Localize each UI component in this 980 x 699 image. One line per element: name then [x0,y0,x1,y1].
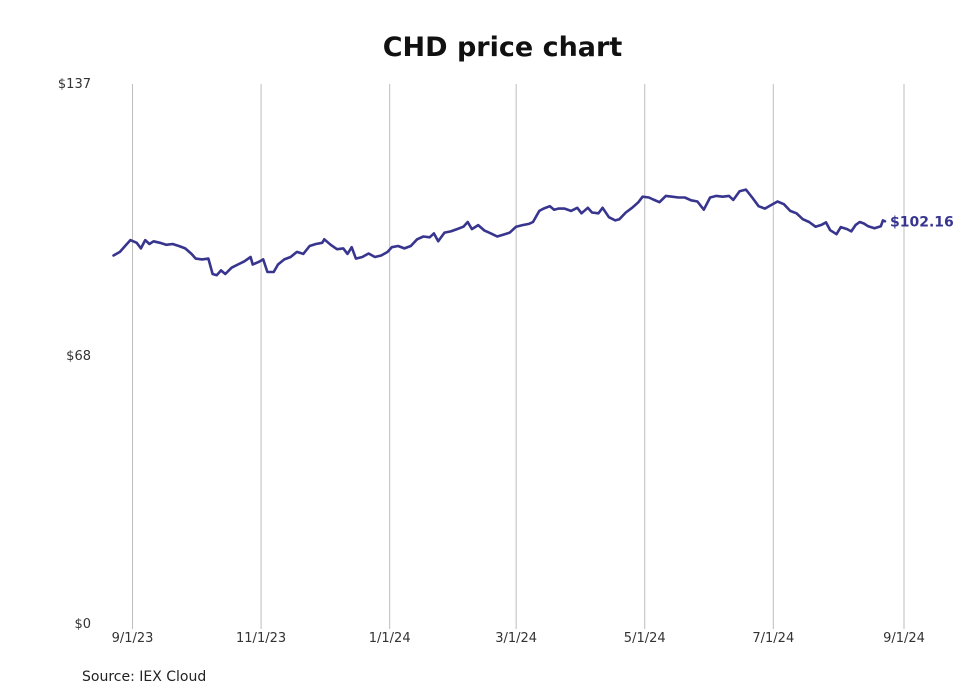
price-series [112,188,887,277]
x-tick-label-5: 7/1/24 [752,631,794,646]
x-tick-label-0: 9/1/23 [112,631,154,646]
y-axis: $0 $68 $137 [58,77,91,632]
last-value-annotation: $102.16 [890,214,954,230]
chart-plot: $0 $68 $137 9/1/23 11/1/23 1/1/24 3/1/24 5/1/2… [58,77,954,646]
grid-lines [132,84,905,624]
chart-source: Source: IEX Cloud [82,669,207,685]
price-line [112,188,887,277]
x-tick-label-3: 3/1/24 [495,631,537,646]
last-value-label: $102.16 [890,214,954,230]
y-tick-label-0: $0 [74,617,91,632]
chart-title: CHD price chart [382,32,623,63]
x-tick-label-2: 1/1/24 [369,631,411,646]
x-axis: 9/1/23 11/1/23 1/1/24 3/1/24 5/1/24 7/1/24 9/1… [112,624,925,646]
y-tick-label-2: $137 [58,77,91,92]
y-tick-label-1: $68 [66,349,91,364]
x-tick-label-4: 5/1/24 [624,631,666,646]
x-tick-label-6: 9/1/24 [883,631,925,646]
x-tick-label-1: 11/1/23 [236,631,286,646]
